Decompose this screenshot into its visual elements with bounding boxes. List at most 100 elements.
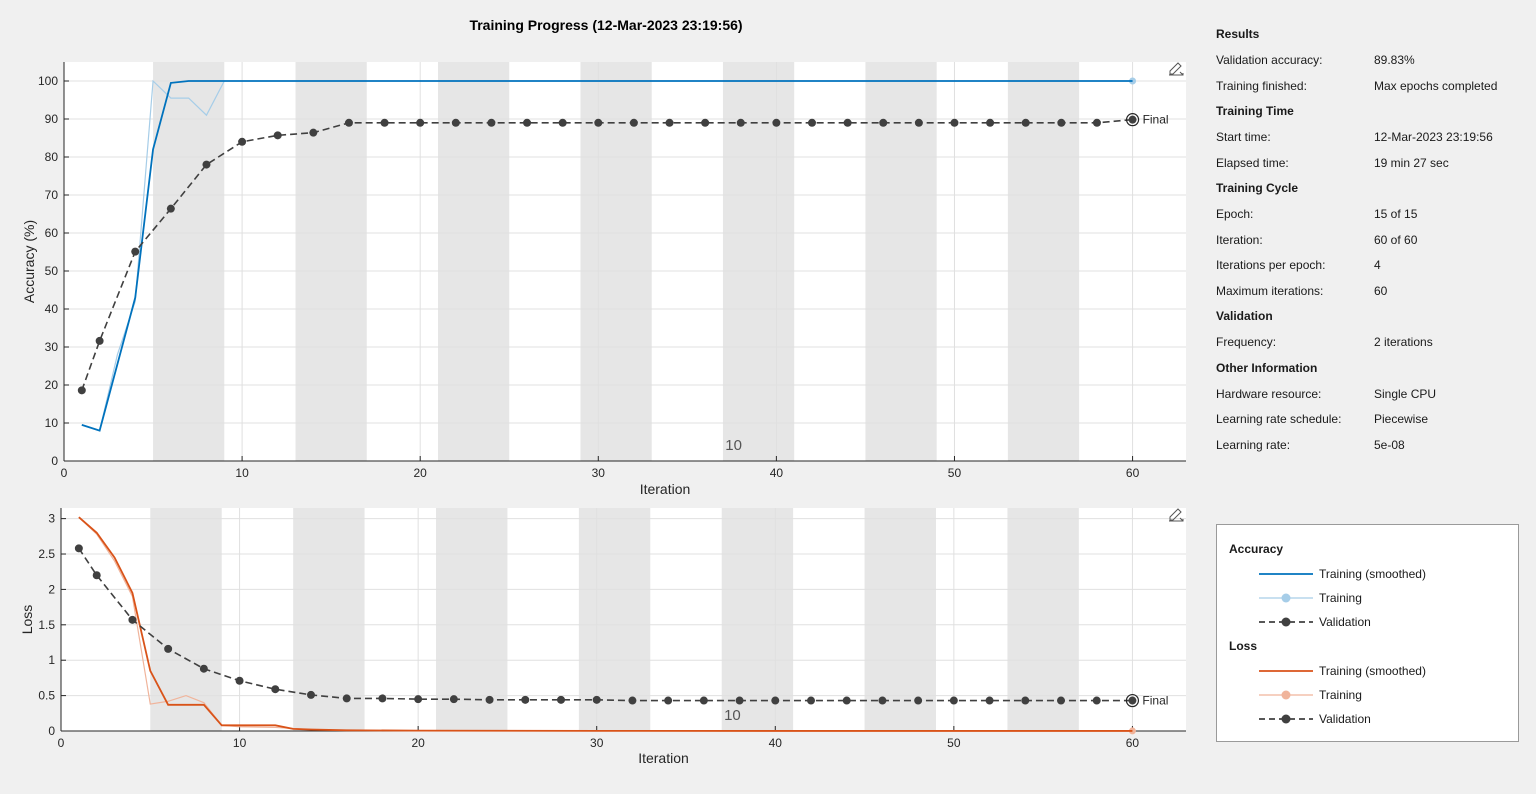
loss-validation-point: [1057, 696, 1065, 705]
y-axis-label: Accuracy (%): [21, 220, 37, 303]
loss-validation-point: [449, 695, 458, 704]
info-label: Frequency:: [1216, 335, 1277, 349]
info-label: Start time:: [1216, 130, 1271, 144]
accuracy-validation-point: [1128, 115, 1137, 124]
legend-swatch: [1259, 573, 1313, 575]
accuracy-final-label: Final: [1143, 113, 1169, 127]
accuracy-validation-point: [1057, 118, 1066, 127]
loss-validation-point: [735, 696, 744, 705]
accuracy-validation-point: [238, 137, 247, 146]
info-row: Validation accuracy: 89.83%: [1216, 50, 1526, 76]
loss-validation-point: [74, 544, 83, 553]
info-row: Iteration: 60 of 60: [1216, 230, 1526, 256]
loss-validation-point: [92, 571, 101, 580]
accuracy-validation-point: [523, 118, 532, 127]
loss-validation-point: [485, 695, 494, 704]
epoch-band: [578, 508, 651, 731]
loss-validation-point: [592, 695, 601, 704]
legend-label: Validation: [1319, 712, 1371, 726]
legend-group-title: Loss: [1229, 639, 1258, 653]
training-info-panel: Results Validation accuracy: 89.83% Trainin…: [1216, 24, 1526, 460]
loss-validation-point: [699, 696, 708, 705]
legend-entry: Validation: [1257, 709, 1507, 729]
y-tick-label: 80: [45, 150, 59, 164]
edit-pen-icon[interactable]: [1169, 62, 1184, 76]
loss-smoothed-line: [78, 516, 1133, 732]
epoch-band: [1007, 508, 1079, 731]
legend-swatch: [1259, 617, 1313, 627]
loss-final-label: Final: [1142, 694, 1168, 708]
accuracy-validation-point: [736, 118, 745, 127]
accuracy-validation-point: [665, 118, 674, 127]
y-tick-label: 0: [51, 454, 58, 468]
loss-validation-point: [842, 696, 851, 705]
legend-swatch: [1259, 714, 1313, 724]
accuracy-final-marker: [1125, 113, 1140, 127]
x-tick-label: 30: [592, 466, 606, 480]
loss-validation-point: [557, 695, 565, 704]
y-tick-label: 90: [45, 112, 59, 126]
legend-entry: Training (smoothed): [1257, 564, 1507, 584]
x-tick-label: 20: [414, 466, 428, 480]
x-tick-label: 50: [948, 466, 962, 480]
edit-pen-icon[interactable]: [1169, 508, 1184, 522]
info-label: Validation accuracy:: [1216, 53, 1323, 67]
epoch-band: [864, 508, 936, 731]
legend-group-title: Accuracy: [1229, 542, 1284, 556]
accuracy-validation-point: [1021, 118, 1030, 127]
info-value: 12-Mar-2023 23:19:56: [1374, 130, 1493, 144]
info-value: 60: [1374, 283, 1388, 298]
info-value: Single CPU: [1374, 386, 1437, 401]
info-label: Learning rate:: [1216, 437, 1291, 452]
epoch-band: [721, 508, 794, 731]
info-label: Iterations per epoch:: [1216, 258, 1326, 272]
x-tick-label: 0: [58, 736, 65, 750]
x-tick-label: 50: [947, 736, 961, 750]
epoch-band: [580, 62, 652, 461]
epoch-band: [1007, 62, 1080, 461]
y-axis-label: Loss: [19, 605, 35, 635]
epoch-band: [293, 508, 365, 731]
info-value: Max epochs completed: [1374, 78, 1498, 93]
info-row: Elapsed time: 19 min 27 sec: [1216, 153, 1526, 179]
legend-swatch: [1259, 670, 1313, 672]
loss-validation-point: [199, 664, 208, 673]
info-row: Epoch: 15 of 15: [1216, 204, 1526, 230]
loss-validation-point: [414, 695, 423, 704]
x-tick-label: 0: [61, 466, 68, 480]
info-label: Learning rate schedule:: [1216, 412, 1342, 426]
accuracy-validation-point: [1092, 118, 1101, 127]
info-value: 60 of 60: [1374, 232, 1418, 247]
x-tick-label: 60: [1126, 736, 1140, 750]
accuracy-validation-point: [808, 118, 816, 127]
y-tick-label: 30: [45, 340, 59, 354]
accuracy-smoothed-line: [81, 80, 1133, 432]
x-tick-label: 10: [233, 736, 247, 750]
epoch-annotation: 10: [725, 437, 742, 454]
accuracy-validation-point: [451, 118, 460, 127]
y-tick-label: 60: [45, 226, 59, 240]
y-tick-label: 2: [48, 582, 55, 596]
accuracy-validation-point: [843, 118, 852, 127]
info-row: Frequency: 2 iterations: [1216, 332, 1526, 358]
accuracy-validation-point: [202, 160, 211, 169]
epoch-band: [436, 508, 508, 731]
loss-validation-point: [164, 644, 173, 653]
info-label: Hardware resource:: [1216, 386, 1322, 401]
accuracy-validation-point: [594, 118, 603, 127]
loss-chart: 00.511.522.530 10 20 30 40 50 60IterationLoss1…: [19, 508, 1186, 766]
accuracy-validation-point: [380, 118, 389, 127]
accuracy-validation-point: [95, 336, 104, 345]
info-row: Maximum iterations: 60: [1216, 281, 1526, 307]
x-axis-label: Iteration: [638, 750, 689, 766]
accuracy-validation-point: [344, 118, 353, 127]
y-tick-label: 1.5: [38, 618, 55, 632]
accuracy-validation-point: [273, 131, 282, 140]
info-value: 5e-08: [1374, 437, 1405, 452]
legend: Accuracy Training (smoothed) Training Valid…: [1216, 524, 1519, 742]
training-progress-charts: Training Progress (12-Mar-2023 23:19:56)…: [19, 17, 1186, 766]
loss-validation-point: [271, 685, 280, 694]
epoch-band: [295, 62, 367, 461]
legend-label: Validation: [1319, 615, 1371, 629]
legend-label: Training (smoothed): [1319, 567, 1426, 581]
